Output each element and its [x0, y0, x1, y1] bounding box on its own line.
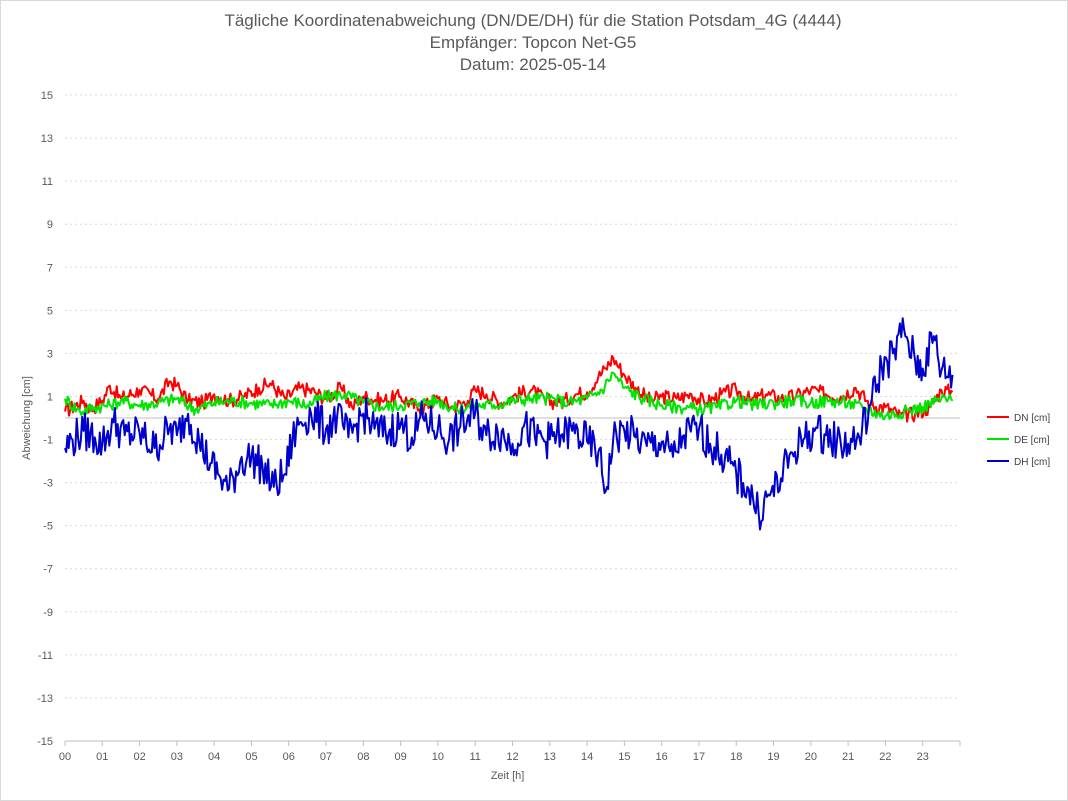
series-line-dh	[64, 317, 954, 531]
chart-titles: Tägliche Koordinatenabweichung (DN/DE/DH…	[0, 10, 1066, 76]
y-tick-label: 13	[41, 133, 53, 145]
chart-date: Datum: 2025-05-14	[459, 55, 607, 74]
y-tick-label: -13	[37, 693, 53, 705]
y-tick-label: 1	[47, 391, 53, 403]
x-tick-label: 15	[618, 751, 630, 763]
y-tick-label: -15	[37, 736, 53, 748]
chart-title: Tägliche Koordinatenabweichung (DN/DE/DH…	[224, 11, 842, 30]
x-tick-label: 20	[805, 751, 817, 763]
x-tick-label: 06	[283, 751, 295, 763]
series-line-de	[64, 371, 954, 421]
y-tick-label: 15	[41, 90, 53, 102]
x-tick-label: 10	[432, 751, 444, 763]
legend-label: DE [cm]	[1014, 435, 1050, 446]
y-tick-label: -3	[43, 478, 53, 490]
x-tick-label: 16	[656, 751, 668, 763]
y-tick-label: 5	[47, 305, 53, 317]
legend-label: DH [cm]	[1014, 457, 1050, 468]
y-tick-label: -1	[43, 435, 53, 447]
y-tick-label: 3	[47, 348, 53, 360]
x-tick-label: 23	[917, 751, 929, 763]
x-tick-label: 14	[581, 751, 593, 763]
chart-subtitle: Empfänger: Topcon Net-G5	[429, 33, 637, 52]
x-tick-label: 09	[395, 751, 407, 763]
x-tick-label: 19	[767, 751, 779, 763]
x-tick-label: 21	[842, 751, 854, 763]
x-tick-label: 02	[133, 751, 145, 763]
x-tick-label: 22	[879, 751, 891, 763]
legend-label: DN [cm]	[1014, 413, 1050, 424]
y-tick-label: -7	[43, 564, 53, 576]
y-tick-label: -5	[43, 521, 53, 533]
x-tick-label: 07	[320, 751, 332, 763]
y-tick-label: -9	[43, 607, 53, 619]
y-axis-label: Abweichung [cm]	[21, 376, 33, 460]
x-tick-label: 00	[59, 751, 71, 763]
x-tick-label: 08	[357, 751, 369, 763]
y-tick-label: -11	[38, 650, 53, 662]
y-tick-label: 9	[47, 219, 53, 231]
x-tick-label: 11	[469, 751, 480, 763]
y-tick-label: 7	[47, 262, 53, 274]
x-tick-label: 18	[730, 751, 742, 763]
x-tick-label: 03	[171, 751, 183, 763]
x-axis-label: Zeit [h]	[491, 770, 525, 782]
x-tick-label: 17	[693, 751, 705, 763]
x-tick-label: 12	[506, 751, 518, 763]
x-tick-label: 04	[208, 751, 220, 763]
x-tick-label: 05	[245, 751, 257, 763]
x-tick-label: 01	[96, 751, 108, 763]
x-tick-label: 13	[544, 751, 556, 763]
y-tick-label: 11	[42, 176, 53, 188]
